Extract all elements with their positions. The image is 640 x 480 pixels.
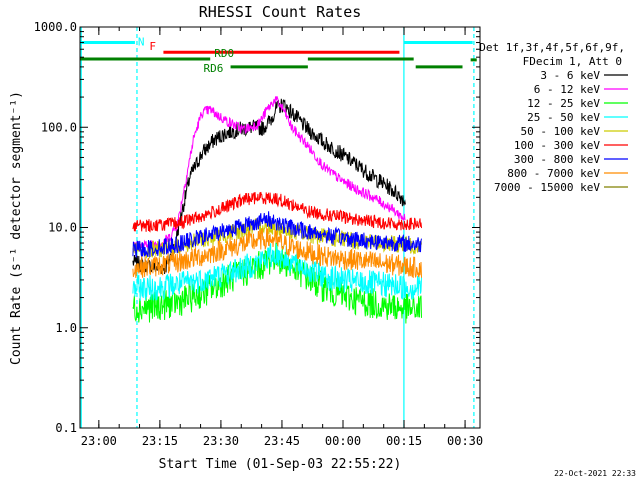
legend-header-line-1: Det 1f,3f,4f,5f,6f,9f, (479, 41, 625, 54)
state-bar-label: RD6 (204, 62, 224, 75)
generation-timestamp: 22-Oct-2021 22:33 (554, 469, 636, 478)
series-line (132, 211, 422, 259)
series-lines (132, 96, 422, 324)
legend-entry: 6 - 12 keV (534, 83, 601, 96)
x-tick-label: 00:15 (386, 434, 422, 448)
y-axis-label: Count Rate (s⁻¹ detector segment⁻¹) (9, 91, 24, 365)
legend-entry: 100 - 300 keV (514, 139, 600, 152)
legend-header-line-2: FDecim 1, Att 0 (523, 55, 622, 68)
y-axis: 0.1 1.0 10.0 100.0 1000.0 (34, 20, 480, 435)
x-tick-label: 00:00 (325, 434, 361, 448)
legend-entry: 3 - 6 keV (540, 69, 600, 82)
attenuator-state-bars: N F RD0 RD6 (80, 36, 477, 75)
x-axis: 23:00 23:15 23:30 23:45 00:00 00:15 00:30 (81, 27, 483, 448)
x-tick-label: 23:15 (142, 434, 178, 448)
chart-title: RHESSI Count Rates (199, 3, 362, 21)
legend-entry: 25 - 50 keV (527, 111, 600, 124)
state-bar-label: RD0 (214, 47, 234, 60)
series-line (132, 191, 422, 233)
x-tick-label: 23:00 (81, 434, 117, 448)
y-tick-label: 1000.0 (34, 20, 77, 34)
legend-entry: 50 - 100 keV (521, 125, 601, 138)
state-bar-label: F (149, 40, 156, 53)
legend-entry: 7000 - 15000 keV (494, 181, 600, 194)
state-bar-label: N (138, 36, 145, 49)
legend: Det 1f,3f,4f,5f,6f,9f, FDecim 1, Att 0 3… (479, 41, 628, 194)
y-tick-label: 100.0 (41, 120, 77, 134)
x-tick-label: 23:45 (264, 434, 300, 448)
series-line (132, 243, 422, 301)
series-line (132, 98, 406, 275)
x-tick-label: 00:30 (447, 434, 483, 448)
legend-entry: 300 - 800 keV (514, 153, 600, 166)
x-tick-label: 23:30 (203, 434, 239, 448)
legend-entry: 800 - 7000 keV (507, 167, 600, 180)
x-axis-label: Start Time (01-Sep-03 22:55:22) (159, 457, 402, 472)
y-tick-label: 1.0 (55, 321, 77, 335)
y-tick-label: 0.1 (55, 421, 77, 435)
legend-entry: 12 - 25 keV (527, 97, 600, 110)
y-tick-label: 10.0 (48, 221, 77, 235)
series-line (132, 227, 422, 279)
